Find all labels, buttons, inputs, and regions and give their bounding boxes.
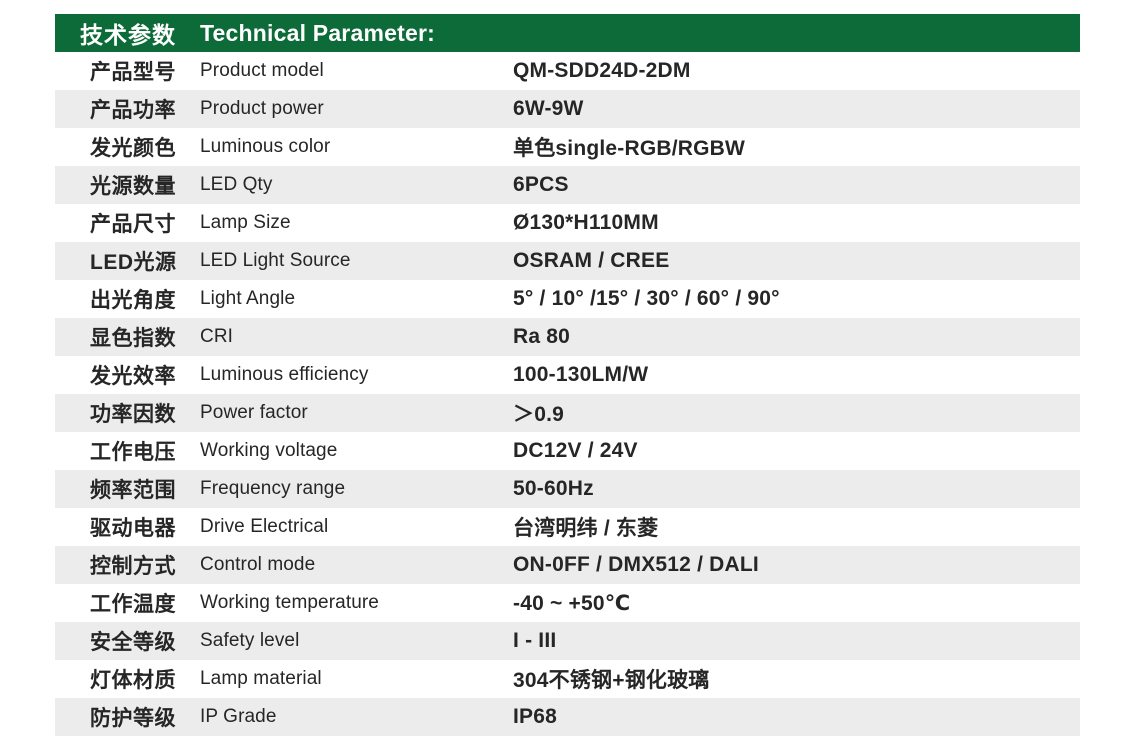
spec-label-en: Safety level (200, 630, 300, 651)
spec-value: DC12V / 24V (513, 439, 638, 462)
spec-value: 6PCS (513, 173, 569, 196)
spec-value: Ra 80 (513, 325, 571, 348)
spec-label-cn: 出光角度 (90, 289, 176, 312)
spec-label-cn: 工作温度 (90, 593, 176, 616)
spec-label-cn: 功率因数 (90, 403, 176, 426)
spec-value: 单色single-RGB/RGBW (513, 137, 746, 160)
table-row: 发光颜色 Luminous color 单色single-RGB/RGBW (55, 128, 1080, 166)
table-row: 出光角度 Light Angle 5° / 10° /15° / 30° / 6… (55, 280, 1080, 318)
spec-value: 台湾明纬 / 东菱 (513, 517, 659, 540)
spec-value: QM-SDD24D-2DM (513, 59, 691, 82)
spec-value: I - III (513, 629, 557, 652)
spec-label-cn: 工作电压 (90, 441, 176, 464)
spec-value: -40 ~ +50℃ (513, 591, 631, 615)
table-row: 灯体材质 Lamp material 304不锈钢+钢化玻璃 (55, 660, 1080, 698)
spec-value: 5° / 10° /15° / 30° / 60° / 90° (513, 287, 780, 310)
spec-label-en: Luminous color (200, 136, 331, 157)
spec-label-cn: 光源数量 (90, 175, 176, 198)
spec-label-cn: 产品功率 (90, 99, 176, 122)
spec-label-en: IP Grade (200, 706, 277, 727)
spec-label-en: Lamp Size (200, 212, 291, 233)
spec-table-body: 产品型号 Product model QM-SDD24D-2DM 产品功率 Pr… (55, 52, 1080, 736)
spec-label-en: Product power (200, 98, 324, 119)
table-row: 功率因数 Power factor ＞0.9 (55, 394, 1080, 432)
table-row: 产品功率 Product power 6W-9W (55, 90, 1080, 128)
spec-label-cn: 安全等级 (90, 631, 176, 654)
spec-label-en: CRI (200, 326, 234, 347)
header-title-en: Technical Parameter: (200, 19, 435, 46)
table-row: 光源数量 LED Qty 6PCS (55, 166, 1080, 204)
spec-label-en: Working voltage (200, 440, 338, 461)
table-row: 驱动电器 Drive Electrical 台湾明纬 / 东菱 (55, 508, 1080, 546)
table-row: 显色指数 CRI Ra 80 (55, 318, 1080, 356)
spec-value: ON-0FF / DMX512 / DALI (513, 553, 759, 576)
spec-label-en: LED Light Source (200, 250, 351, 271)
spec-value: 100-130LM/W (513, 363, 649, 386)
table-row: 控制方式 Control mode ON-0FF / DMX512 / DALI (55, 546, 1080, 584)
spec-label-cn: 发光颜色 (90, 137, 176, 160)
table-row: 工作温度 Working temperature -40 ~ +50℃ (55, 584, 1080, 622)
spec-value: 50-60Hz (513, 477, 594, 500)
spec-label-cn: 驱动电器 (90, 517, 176, 540)
spec-label-en: Control mode (200, 554, 316, 575)
spec-label-en: Product model (200, 60, 324, 81)
spec-label-cn: 产品型号 (90, 61, 176, 84)
spec-label-cn: 频率范围 (90, 479, 176, 502)
spec-value: ＞0.9 (513, 403, 564, 426)
spec-label-en: LED Qty (200, 174, 273, 195)
spec-value: IP68 (513, 705, 557, 728)
spec-label-en: Working temperature (200, 592, 379, 613)
header-title-cn: 技术参数 (80, 22, 176, 48)
table-row: 产品尺寸 Lamp Size Ø130*H110MM (55, 204, 1080, 242)
spec-label-cn: 显色指数 (90, 327, 176, 350)
spec-label-en: Drive Electrical (200, 516, 329, 537)
spec-label-en: Luminous efficiency (200, 364, 369, 385)
spec-label-en: Light Angle (200, 288, 296, 309)
technical-parameter-sheet: 技术参数 Technical Parameter: 产品型号 Product m… (55, 14, 1080, 736)
spec-label-cn: 产品尺寸 (90, 213, 176, 236)
spec-label-cn: 发光效率 (90, 365, 176, 388)
table-row: LED光源 LED Light Source OSRAM / CREE (55, 242, 1080, 280)
spec-value: 304不锈钢+钢化玻璃 (513, 669, 710, 692)
spec-label-cn: LED光源 (90, 251, 177, 274)
spec-value: Ø130*H110MM (513, 211, 659, 234)
table-row: 发光效率 Luminous efficiency 100-130LM/W (55, 356, 1080, 394)
spec-value: OSRAM / CREE (513, 249, 670, 272)
table-row: 频率范围 Frequency range 50-60Hz (55, 470, 1080, 508)
spec-label-cn: 灯体材质 (90, 669, 176, 692)
table-row: 工作电压 Working voltage DC12V / 24V (55, 432, 1080, 470)
spec-label-en: Frequency range (200, 478, 346, 499)
table-row: 产品型号 Product model QM-SDD24D-2DM (55, 52, 1080, 90)
spec-label-en: Power factor (200, 402, 308, 423)
spec-label-cn: 防护等级 (90, 707, 176, 730)
table-header: 技术参数 Technical Parameter: (55, 14, 1080, 52)
table-row: 安全等级 Safety level I - III (55, 622, 1080, 660)
spec-label-en: Lamp material (200, 668, 322, 689)
spec-label-cn: 控制方式 (90, 555, 176, 578)
table-row: 防护等级 IP Grade IP68 (55, 698, 1080, 736)
spec-value: 6W-9W (513, 97, 584, 120)
